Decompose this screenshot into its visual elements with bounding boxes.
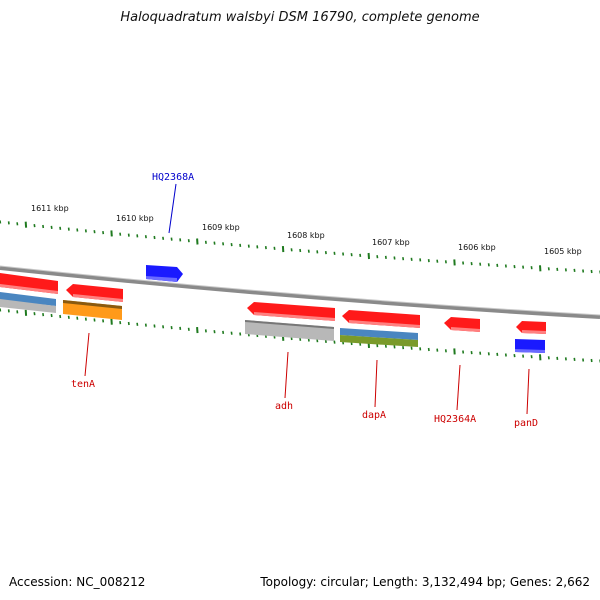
gene-tena-red[interactable] (66, 284, 123, 302)
feature-left-gray[interactable] (0, 299, 56, 313)
kbp-label: 1609 kbp (202, 223, 240, 232)
leader-tena (84, 332, 90, 377)
feature-adh-gray[interactable] (245, 320, 334, 341)
kbp-label: 1610 kbp (116, 214, 154, 223)
kbp-label: 1608 kbp (287, 231, 325, 240)
leader-hq2364a (456, 364, 461, 411)
leader-pand (526, 368, 530, 415)
topology-text: Topology: circular; Length: 3,132,494 bp… (260, 575, 590, 589)
feature-left-steelblue[interactable] (0, 292, 56, 306)
genome-backbone-highlight (0, 265, 600, 316)
gene-left-red[interactable] (0, 273, 58, 294)
gene-label-hq2364a: HQ2364A (434, 414, 476, 425)
kbp-label: 1606 kbp (458, 243, 496, 252)
gene-hq2364a-red[interactable] (444, 317, 480, 332)
kbp-label: 1605 kbp (544, 247, 582, 256)
leader-adh (284, 351, 289, 399)
leader-dapa (374, 359, 378, 408)
gene-label-hq2368a: HQ2368A (152, 172, 194, 183)
feature-dapa-steelblue[interactable] (340, 328, 418, 340)
gene-label-pand: panD (514, 418, 538, 429)
genome-backbone (0, 266, 600, 319)
feature-dapa-olive[interactable] (340, 335, 418, 347)
gene-label-tena: tenA (71, 379, 95, 390)
gene-pand-red[interactable] (516, 321, 546, 334)
gene-adh-red[interactable] (247, 302, 335, 321)
gene-hq2368a[interactable] (146, 265, 183, 282)
gene-label-adh: adh (275, 401, 293, 412)
gene-label-dapa: dapA (362, 410, 386, 421)
outer-tick-ring (0, 220, 600, 274)
gene-dapa-red[interactable] (342, 310, 420, 328)
gene-pand-blue[interactable] (515, 339, 545, 353)
accession-text: Accession: NC_008212 (9, 575, 146, 589)
leader-hq2368a (168, 183, 177, 234)
kbp-label: 1611 kbp (31, 204, 69, 213)
kbp-label: 1607 kbp (372, 238, 410, 247)
map-title: Haloquadratum walsbyi DSM 16790, complet… (120, 10, 480, 25)
feature-tena-orange[interactable] (63, 300, 122, 320)
